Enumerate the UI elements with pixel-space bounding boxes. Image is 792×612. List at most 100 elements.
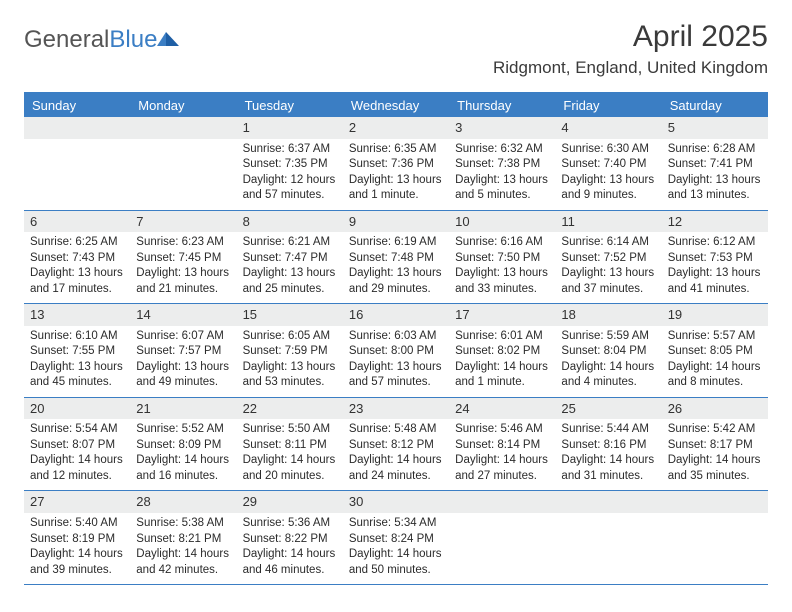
sunset-line: Sunset: 7:48 PM [349, 251, 443, 267]
day-number: 5 [662, 117, 768, 139]
day-number: 28 [130, 491, 236, 513]
calendar-day: 20Sunrise: 5:54 AMSunset: 8:07 PMDayligh… [24, 398, 130, 491]
daylight-line: Daylight: 13 hours and 45 minutes. [30, 360, 124, 391]
calendar-day: 29Sunrise: 5:36 AMSunset: 8:22 PMDayligh… [237, 491, 343, 584]
sunrise-line: Sunrise: 5:52 AM [136, 422, 230, 438]
sunrise-line: Sunrise: 6:10 AM [30, 329, 124, 345]
sunset-line: Sunset: 8:16 PM [561, 438, 655, 454]
sunrise-line: Sunrise: 6:21 AM [243, 235, 337, 251]
calendar-day: 21Sunrise: 5:52 AMSunset: 8:09 PMDayligh… [130, 398, 236, 491]
calendar-week: 27Sunrise: 5:40 AMSunset: 8:19 PMDayligh… [24, 491, 768, 585]
daylight-line: Daylight: 13 hours and 13 minutes. [668, 173, 762, 204]
sunrise-line: Sunrise: 5:34 AM [349, 516, 443, 532]
weekday-label: Sunday [24, 94, 130, 117]
daylight-line: Daylight: 12 hours and 57 minutes. [243, 173, 337, 204]
sunrise-line: Sunrise: 5:50 AM [243, 422, 337, 438]
calendar-week: 20Sunrise: 5:54 AMSunset: 8:07 PMDayligh… [24, 398, 768, 492]
sunset-line: Sunset: 8:04 PM [561, 344, 655, 360]
daylight-line: Daylight: 13 hours and 17 minutes. [30, 266, 124, 297]
sunrise-line: Sunrise: 5:57 AM [668, 329, 762, 345]
day-number: 23 [343, 398, 449, 420]
calendar-day: 4Sunrise: 6:30 AMSunset: 7:40 PMDaylight… [555, 117, 661, 210]
day-number: 30 [343, 491, 449, 513]
sunrise-line: Sunrise: 5:40 AM [30, 516, 124, 532]
sunset-line: Sunset: 7:53 PM [668, 251, 762, 267]
calendar-day: 30Sunrise: 5:34 AMSunset: 8:24 PMDayligh… [343, 491, 449, 584]
sunrise-line: Sunrise: 5:38 AM [136, 516, 230, 532]
day-number: 13 [24, 304, 130, 326]
calendar-day: 3Sunrise: 6:32 AMSunset: 7:38 PMDaylight… [449, 117, 555, 210]
calendar-day: 25Sunrise: 5:44 AMSunset: 8:16 PMDayligh… [555, 398, 661, 491]
sunrise-line: Sunrise: 6:14 AM [561, 235, 655, 251]
daylight-line: Daylight: 14 hours and 16 minutes. [136, 453, 230, 484]
calendar-pad [449, 491, 555, 584]
calendar-week: 1Sunrise: 6:37 AMSunset: 7:35 PMDaylight… [24, 117, 768, 211]
daylight-line: Daylight: 14 hours and 35 minutes. [668, 453, 762, 484]
sunrise-line: Sunrise: 6:30 AM [561, 142, 655, 158]
day-number: 7 [130, 211, 236, 233]
daylight-line: Daylight: 13 hours and 1 minute. [349, 173, 443, 204]
sunset-line: Sunset: 7:50 PM [455, 251, 549, 267]
daylight-line: Daylight: 13 hours and 49 minutes. [136, 360, 230, 391]
calendar-day: 18Sunrise: 5:59 AMSunset: 8:04 PMDayligh… [555, 304, 661, 397]
day-number-empty [662, 491, 768, 513]
day-number: 16 [343, 304, 449, 326]
brand-logo: GeneralBlue [24, 26, 183, 54]
brand-text: GeneralBlue [24, 26, 157, 54]
calendar-day: 24Sunrise: 5:46 AMSunset: 8:14 PMDayligh… [449, 398, 555, 491]
sunset-line: Sunset: 8:05 PM [668, 344, 762, 360]
sunrise-line: Sunrise: 6:05 AM [243, 329, 337, 345]
sunset-line: Sunset: 8:24 PM [349, 532, 443, 548]
daylight-line: Daylight: 14 hours and 1 minute. [455, 360, 549, 391]
day-number: 26 [662, 398, 768, 420]
sunrise-line: Sunrise: 6:25 AM [30, 235, 124, 251]
day-number: 19 [662, 304, 768, 326]
day-number: 12 [662, 211, 768, 233]
sunrise-line: Sunrise: 6:28 AM [668, 142, 762, 158]
day-number-empty [24, 117, 130, 139]
sunrise-line: Sunrise: 6:01 AM [455, 329, 549, 345]
day-number: 1 [237, 117, 343, 139]
daylight-line: Daylight: 13 hours and 5 minutes. [455, 173, 549, 204]
day-number: 18 [555, 304, 661, 326]
daylight-line: Daylight: 13 hours and 33 minutes. [455, 266, 549, 297]
weekday-header: SundayMondayTuesdayWednesdayThursdayFrid… [24, 94, 768, 117]
sunrise-line: Sunrise: 6:19 AM [349, 235, 443, 251]
sunset-line: Sunset: 8:17 PM [668, 438, 762, 454]
daylight-line: Daylight: 13 hours and 25 minutes. [243, 266, 337, 297]
month-title: April 2025 [493, 20, 768, 54]
daylight-line: Daylight: 13 hours and 29 minutes. [349, 266, 443, 297]
sunset-line: Sunset: 8:22 PM [243, 532, 337, 548]
daylight-line: Daylight: 13 hours and 57 minutes. [349, 360, 443, 391]
calendar-day: 14Sunrise: 6:07 AMSunset: 7:57 PMDayligh… [130, 304, 236, 397]
day-number: 2 [343, 117, 449, 139]
sunrise-line: Sunrise: 6:12 AM [668, 235, 762, 251]
sunset-line: Sunset: 7:40 PM [561, 157, 655, 173]
daylight-line: Daylight: 14 hours and 42 minutes. [136, 547, 230, 578]
sunset-line: Sunset: 8:00 PM [349, 344, 443, 360]
calendar-day: 8Sunrise: 6:21 AMSunset: 7:47 PMDaylight… [237, 211, 343, 304]
daylight-line: Daylight: 14 hours and 46 minutes. [243, 547, 337, 578]
daylight-line: Daylight: 14 hours and 31 minutes. [561, 453, 655, 484]
calendar-day: 13Sunrise: 6:10 AMSunset: 7:55 PMDayligh… [24, 304, 130, 397]
calendar-week: 13Sunrise: 6:10 AMSunset: 7:55 PMDayligh… [24, 304, 768, 398]
sunset-line: Sunset: 8:07 PM [30, 438, 124, 454]
calendar: SundayMondayTuesdayWednesdayThursdayFrid… [24, 92, 768, 585]
header: GeneralBlue April 2025 Ridgmont, England… [24, 20, 768, 78]
sunset-line: Sunset: 8:09 PM [136, 438, 230, 454]
brand-mark-icon [157, 28, 183, 53]
weekday-label: Thursday [449, 94, 555, 117]
day-number: 25 [555, 398, 661, 420]
weekday-label: Saturday [662, 94, 768, 117]
day-number: 8 [237, 211, 343, 233]
calendar-day: 7Sunrise: 6:23 AMSunset: 7:45 PMDaylight… [130, 211, 236, 304]
calendar-pad [555, 491, 661, 584]
calendar-day: 16 Sunrise: 6:03 AMSunset: 8:00 PMDayligh… [343, 304, 449, 397]
sunrise-line: Sunrise: 6:03 AM [349, 329, 443, 345]
sunset-line: Sunset: 7:52 PM [561, 251, 655, 267]
daylight-line: Daylight: 14 hours and 39 minutes. [30, 547, 124, 578]
calendar-day: 17Sunrise: 6:01 AMSunset: 8:02 PMDayligh… [449, 304, 555, 397]
day-number: 11 [555, 211, 661, 233]
calendar-day: 1Sunrise: 6:37 AMSunset: 7:35 PMDaylight… [237, 117, 343, 210]
sunset-line: Sunset: 7:43 PM [30, 251, 124, 267]
